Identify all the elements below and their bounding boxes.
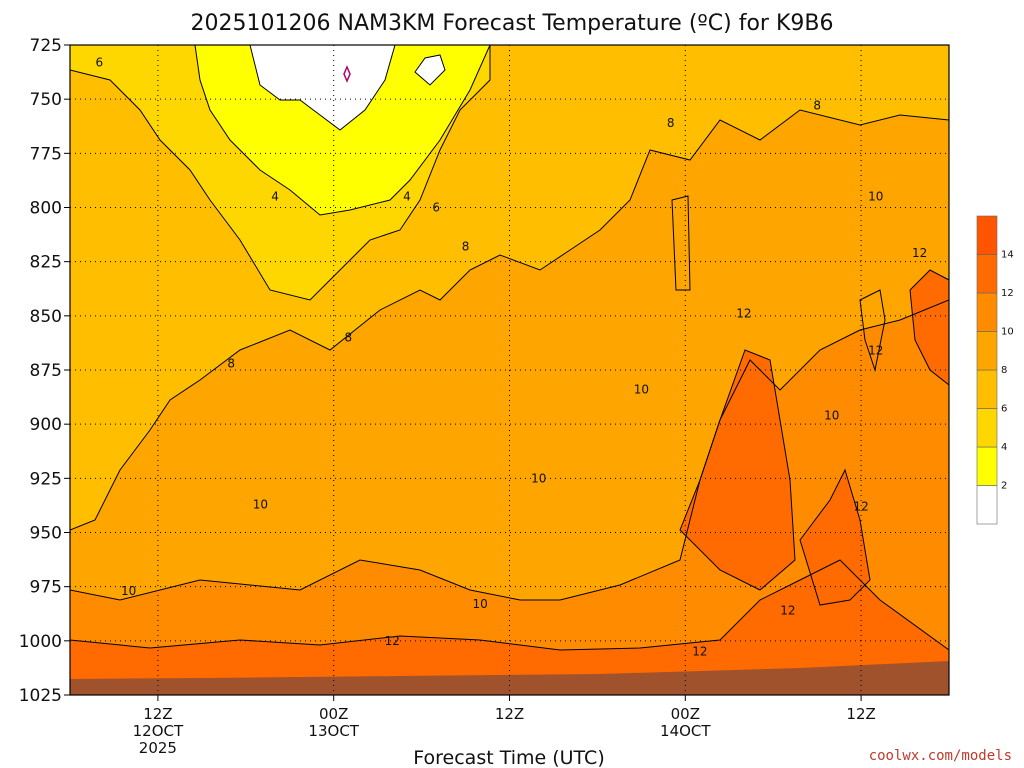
contour-label: 12 xyxy=(780,604,795,618)
contour-label: 8 xyxy=(227,357,235,371)
contour-label: 4 xyxy=(271,190,279,204)
x-tick-label: 13OCT xyxy=(308,722,359,740)
temp-band-12-14 xyxy=(70,560,949,695)
contour-label: 10 xyxy=(531,471,546,485)
colorbar-swatch xyxy=(976,331,998,371)
colorbar-swatch xyxy=(976,369,998,409)
chart-title: 2025101206 NAM3KM Forecast Temperature (… xyxy=(191,11,834,36)
y-tick-label: 750 xyxy=(30,90,62,110)
y-axis-ticks: 725 750 775 800 825 850 875 900 925 950 975 1000 102… xyxy=(19,36,70,706)
colorbar-tick-label: 6 xyxy=(1001,404,1007,415)
contour-label: 10 xyxy=(253,497,268,511)
colorbar-swatch xyxy=(976,446,998,486)
colorbar-swatch xyxy=(976,292,998,332)
colorbar-swatch xyxy=(976,408,998,448)
contour-label: 10 xyxy=(824,409,839,423)
y-tick-label: 975 xyxy=(30,578,62,598)
contour-label: 6 xyxy=(95,55,103,69)
y-tick-label: 825 xyxy=(30,253,62,273)
contour-label: 10 xyxy=(121,584,136,598)
contour-minimum-marker xyxy=(343,65,351,83)
y-tick-label: 925 xyxy=(30,469,62,489)
contour-label: 10 xyxy=(868,190,883,204)
x-tick-label: 12Z xyxy=(846,705,875,723)
contour-label: 4 xyxy=(403,190,411,204)
contour-label: 12 xyxy=(736,307,751,321)
y-tick-label: 1025 xyxy=(19,686,62,706)
contour-lines xyxy=(70,45,949,651)
y-tick-label: 800 xyxy=(30,199,62,219)
temp-band-12-14-right xyxy=(910,270,949,385)
temp-band-10-12 xyxy=(70,300,949,695)
colorbar-tick-label: 10 xyxy=(1001,327,1014,338)
x-tick-label: 12Z xyxy=(143,705,172,723)
grid-lines xyxy=(70,45,949,695)
temp-band-0-2 xyxy=(250,45,395,130)
colorbar-swatch xyxy=(976,485,998,525)
y-tick-label: 900 xyxy=(30,415,62,435)
y-tick-label: 1000 xyxy=(19,632,62,652)
contour-label: 8 xyxy=(667,116,675,130)
colorbar-tick-label: 12 xyxy=(1001,288,1014,299)
colorbar-tick-label: 14 xyxy=(1001,250,1014,261)
credit-text: coolwx.com/models xyxy=(869,748,1012,764)
contour-label: 12 xyxy=(853,500,868,514)
plot-area: 6 4 4 6 8 8 8 8 8 10 12 12 12 10 10 10 10 12 10 10 12 12 12 xyxy=(70,45,949,695)
contour-label: 6 xyxy=(432,201,440,215)
x-tick-label: 14OCT xyxy=(660,722,711,740)
contour-label: 8 xyxy=(345,331,353,345)
contour-label: 12 xyxy=(692,645,707,659)
contour-label: 8 xyxy=(813,99,821,113)
contour-labels: 6 4 4 6 8 8 8 8 8 10 12 12 12 10 10 10 10 12 10 10 12 12 12 xyxy=(95,55,927,658)
y-tick-label: 775 xyxy=(30,144,62,164)
x-axis-label: Forecast Time (UTC) xyxy=(413,747,604,768)
colorbar-tick-label: 4 xyxy=(1001,442,1007,453)
x-tick-label: 12Z xyxy=(495,705,524,723)
contour-label: 8 xyxy=(462,240,470,254)
contour-label: 10 xyxy=(473,597,488,611)
colorbar-tick-label: 8 xyxy=(1001,365,1007,376)
colorbar-swatch xyxy=(976,215,998,255)
contour-label: 12 xyxy=(868,344,883,358)
contour-label: 10 xyxy=(634,383,649,397)
colorbar-swatch xyxy=(976,254,998,294)
x-tick-label: 00Z xyxy=(671,705,700,723)
y-tick-label: 725 xyxy=(30,36,62,56)
ground-below-surface xyxy=(70,661,949,695)
y-tick-label: 875 xyxy=(30,361,62,381)
y-tick-label: 850 xyxy=(30,307,62,327)
x-tick-label: 12OCT xyxy=(133,722,184,740)
colorbar: 2 4 6 8 10 12 14 xyxy=(976,215,1014,525)
x-tick-label: 2025 xyxy=(139,739,177,757)
contour-label: 12 xyxy=(912,246,927,260)
x-tick-label: 00Z xyxy=(319,705,348,723)
contour-label: 12 xyxy=(385,634,400,648)
temp-band-12-14-upper xyxy=(680,350,795,590)
y-tick-label: 950 xyxy=(30,524,62,544)
colorbar-tick-label: 2 xyxy=(1001,481,1007,492)
